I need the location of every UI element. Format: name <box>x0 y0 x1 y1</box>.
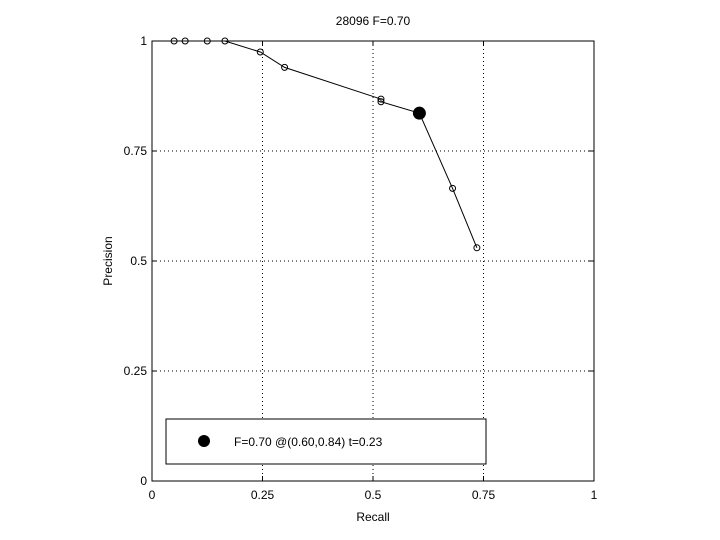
data-point <box>203 37 211 45</box>
y-tick-label: 0 <box>140 474 147 488</box>
data-point <box>449 184 457 192</box>
series-line <box>174 40 478 248</box>
legend: F=0.70 @(0.60,0.84) t=0.23 <box>165 418 487 465</box>
x-tick-label: 1 <box>591 488 598 502</box>
legend-label: F=0.70 @(0.60,0.84) t=0.23 <box>234 435 383 449</box>
legend-box <box>165 418 487 465</box>
data-point <box>181 37 189 45</box>
legend-marker <box>198 435 210 447</box>
x-tick-label: 0 <box>149 488 156 502</box>
x-tick-label: 0.5 <box>365 488 382 502</box>
data-point <box>256 48 264 56</box>
data-point <box>221 37 229 45</box>
y-tick-label: 0.5 <box>130 254 147 268</box>
data-point <box>170 37 178 45</box>
y-tick-label: 0.25 <box>124 364 148 378</box>
x-tick-label: 0.25 <box>251 488 275 502</box>
x-tick-label: 0.75 <box>472 488 496 502</box>
x-axis-label: Recall <box>356 510 389 524</box>
ticks: 0 0.25 0.5 0.75 1 0 0.25 0.5 0.75 1 <box>124 34 598 502</box>
y-tick-label: 1 <box>140 34 147 48</box>
highlight-point <box>412 106 426 120</box>
y-axis-label: Precision <box>101 236 115 285</box>
chart-title: 28096 F=0.70 <box>336 14 411 28</box>
data-point <box>377 95 385 103</box>
data-point <box>473 244 481 252</box>
data-point <box>281 63 289 71</box>
grid <box>152 41 594 481</box>
data-point <box>377 98 385 106</box>
series-layer <box>170 37 481 252</box>
y-tick-label: 0.75 <box>124 144 148 158</box>
